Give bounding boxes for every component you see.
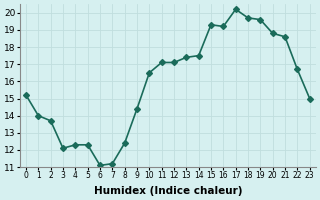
X-axis label: Humidex (Indice chaleur): Humidex (Indice chaleur) xyxy=(93,186,242,196)
